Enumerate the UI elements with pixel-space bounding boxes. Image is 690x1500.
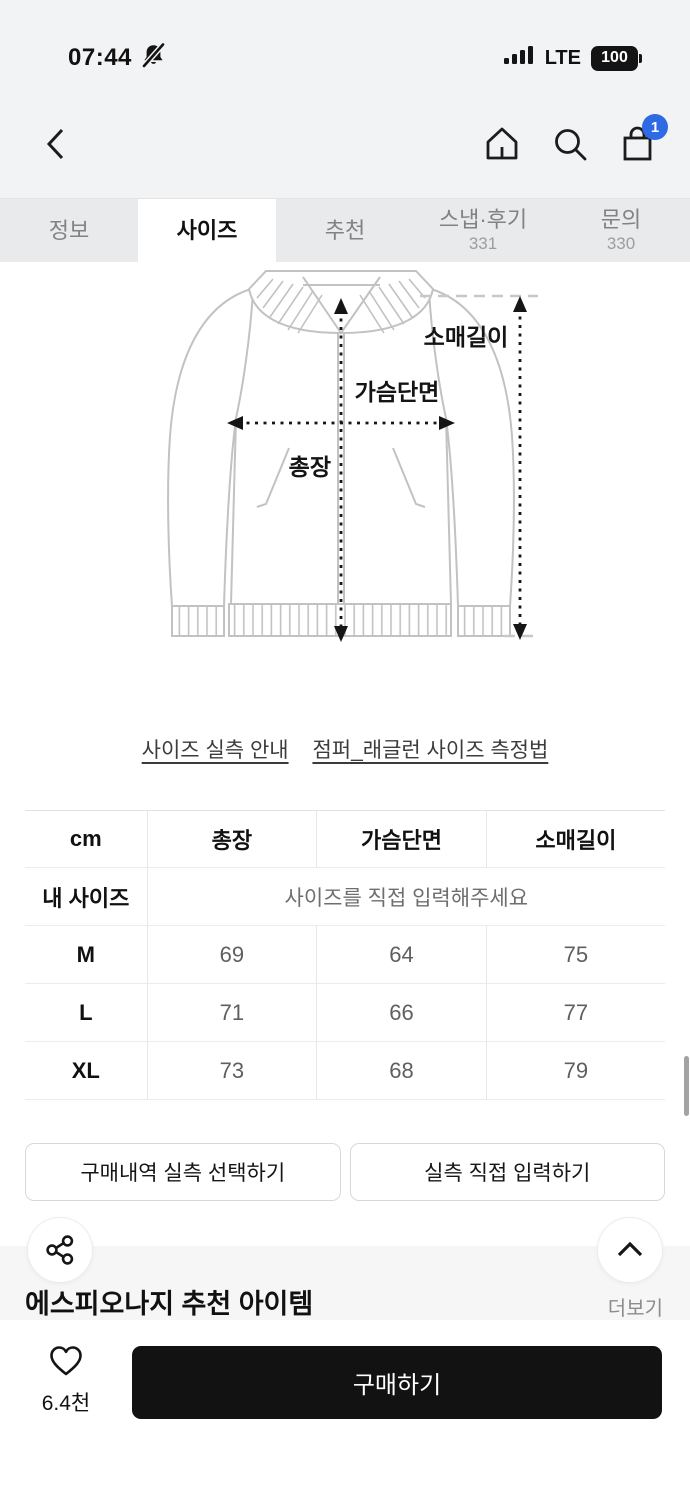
tab-bar: 정보 사이즈 추천 스냅·후기 331 문의 330 — [0, 198, 690, 262]
chevron-up-icon — [617, 1241, 643, 1257]
label-sleeve-length: 소매길이 — [424, 324, 509, 350]
like-button[interactable]: 6.4천 — [36, 1344, 96, 1417]
size-guide-links: 사이즈 실측 안내 점퍼_래글런 사이즈 측정법 — [0, 734, 690, 764]
table-row-xl: XL 73 68 79 — [25, 1042, 665, 1100]
back-button[interactable] — [34, 122, 78, 166]
share-button[interactable] — [27, 1217, 93, 1283]
like-count: 6.4천 — [41, 1392, 91, 1415]
my-size-row: 내 사이즈 사이즈를 직접 입력해주세요 — [25, 868, 665, 926]
link-jumper-raglan-method[interactable]: 점퍼_래글런 사이즈 측정법 — [312, 739, 549, 762]
recommend-title: 에스피오나지 추천 아이템 — [25, 1289, 314, 1319]
label-chest-width: 가슴단면 — [355, 379, 440, 405]
buy-button[interactable]: 구매하기 — [132, 1346, 662, 1419]
recommend-section: 에스피오나지 추천 아이템 더보기 — [0, 1217, 690, 1320]
network-type: LTE — [544, 46, 581, 69]
search-icon — [555, 129, 587, 161]
measure-arrows — [238, 308, 522, 630]
table-row-m: M 69 64 75 — [25, 926, 665, 984]
enter-measure-button[interactable]: 실측 직접 입력하기 — [349, 1143, 665, 1201]
size-table-header: cm 총장 가슴단면 소매길이 — [25, 810, 665, 868]
tab-info[interactable]: 정보 — [48, 217, 90, 243]
clock: 07:44 — [68, 44, 132, 71]
recommend-more-link[interactable]: 더보기 — [607, 1298, 663, 1320]
table-row-l: L 71 66 77 — [25, 984, 665, 1042]
status-bar: 07:44 LTE 100 — [0, 0, 690, 90]
signal-bars-icon — [503, 45, 535, 72]
bottom-purchase-bar: 6.4천 구매하기 — [0, 1332, 690, 1500]
select-purchase-measure-button[interactable]: 구매내역 실측 선택하기 — [25, 1143, 341, 1201]
my-size-label: 내 사이즈 — [25, 868, 147, 926]
cart-badge: 1 — [642, 114, 668, 140]
scroll-top-button[interactable] — [597, 1217, 663, 1283]
size-table: cm 총장 가슴단면 소매길이 내 사이즈 사이즈를 직접 입력해주세요 M 6… — [25, 810, 665, 1100]
tab-snap-reviews-count: 331 — [468, 234, 498, 254]
home-button[interactable] — [480, 122, 524, 166]
tab-snap-reviews[interactable]: 스냅·후기 331 — [438, 207, 528, 254]
tab-inquiry[interactable]: 문의 330 — [600, 207, 642, 254]
tab-inquiry-count: 330 — [606, 234, 636, 254]
navigation-bar: 1 — [0, 90, 690, 198]
cart-button[interactable]: 1 — [616, 114, 668, 166]
search-button[interactable] — [548, 122, 592, 166]
tab-size[interactable]: 사이즈 — [138, 199, 276, 262]
top-chrome: 07:44 LTE 100 — [0, 0, 690, 198]
heart-icon — [50, 1346, 82, 1376]
share-icon — [46, 1235, 74, 1265]
home-icon — [486, 127, 518, 160]
link-size-measure-guide[interactable]: 사이즈 실측 안내 — [141, 739, 289, 762]
battery-icon: 100 — [591, 45, 642, 71]
tab-recommend[interactable]: 추천 — [324, 217, 366, 243]
size-diagram: 총장 가슴단면 소매길이 — [0, 262, 690, 660]
bell-muted-icon — [140, 42, 167, 74]
label-total-length: 총장 — [289, 454, 331, 480]
scrollbar-thumb[interactable] — [684, 1056, 689, 1116]
my-size-input-prompt[interactable]: 사이즈를 직접 입력해주세요 — [146, 868, 665, 926]
measure-actions: 구매내역 실측 선택하기 실측 직접 입력하기 — [25, 1143, 665, 1201]
